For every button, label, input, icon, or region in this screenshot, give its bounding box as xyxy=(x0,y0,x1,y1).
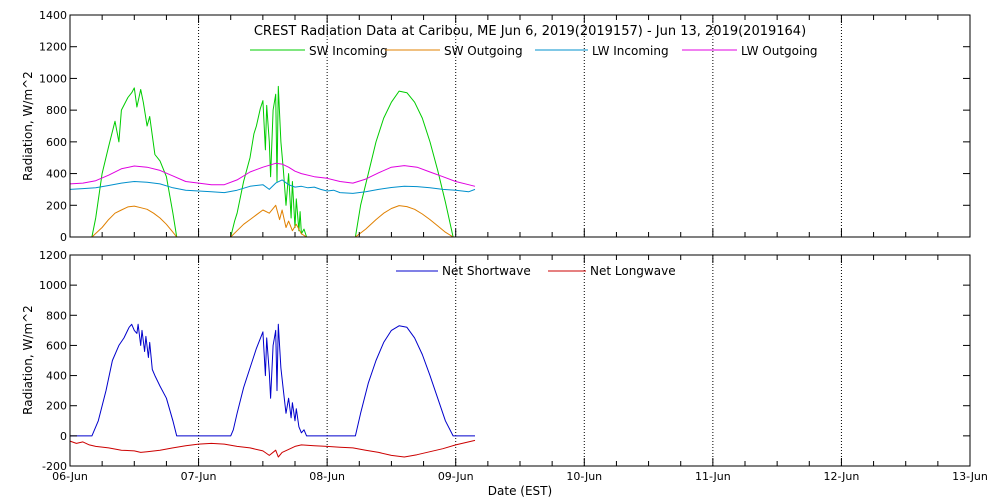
legend-label-net-longwave: Net Longwave xyxy=(590,264,676,278)
top-panel: 0 200 400 600 800 1000 1200 1400 CREST Radiatio… xyxy=(21,9,971,244)
top-ytick-label: 600 xyxy=(46,136,67,149)
top-ytick-label: 800 xyxy=(46,104,67,117)
legend-label-net-shortwave: Net Shortwave xyxy=(442,264,531,278)
top-ticks: 0 200 400 600 800 1000 1200 1400 xyxy=(39,9,971,244)
xtick-label: 10-Jun xyxy=(566,470,602,483)
top-ytick-label: 1200 xyxy=(39,41,67,54)
bottom-ytick-label: 200 xyxy=(46,400,67,413)
chart-title: CREST Radiation Data at Caribou, ME Jun … xyxy=(254,24,806,39)
bottom-series xyxy=(69,323,476,458)
bottom-ytick-label: 800 xyxy=(46,309,67,322)
bottom-ytick-label: -200 xyxy=(42,460,67,473)
top-grid xyxy=(198,15,842,237)
x-axis-label: Date (EST) xyxy=(488,484,552,498)
series-line-lw-outgoing xyxy=(69,162,476,187)
xtick-label: 08-Jun xyxy=(309,470,345,483)
bottom-panel: -200 0 200 400 600 800 1000 1200 06-Jun 07-Jun 08-… xyxy=(21,249,988,498)
bottom-ytick-label: 0 xyxy=(60,430,67,443)
xtick-label: 09-Jun xyxy=(438,470,474,483)
xtick-label: 12-Jun xyxy=(824,470,860,483)
bottom-ytick-label: 1200 xyxy=(39,249,67,262)
bottom-grid xyxy=(198,255,842,466)
series-line-sw-outgoing xyxy=(91,204,454,238)
series-line-net-longwave xyxy=(69,439,476,458)
xtick-label: 11-Jun xyxy=(695,470,731,483)
top-ytick-label: 400 xyxy=(46,168,67,181)
top-ytick-label: 1400 xyxy=(39,9,67,22)
series-line-sw-incoming xyxy=(91,85,454,238)
bottom-y-axis-label: Radiation, W/m^2 xyxy=(21,305,35,415)
bottom-ytick-label: 600 xyxy=(46,339,67,352)
bottom-ytick-label: 1000 xyxy=(39,279,67,292)
legend-label-sw-incoming: SW Incoming xyxy=(309,44,388,58)
xtick-label: 06-Jun xyxy=(52,470,88,483)
top-series xyxy=(69,85,476,238)
series-line-net-shortwave xyxy=(70,323,475,437)
xtick-label: 13-Jun xyxy=(952,470,988,483)
top-y-axis-label: Radiation, W/m^2 xyxy=(21,71,35,181)
top-ytick-label: 200 xyxy=(46,199,67,212)
legend-label-lw-incoming: LW Incoming xyxy=(592,44,669,58)
bottom-ticks: -200 0 200 400 600 800 1000 1200 06-Jun 07-Jun 08-… xyxy=(39,249,988,483)
top-ytick-label: 1000 xyxy=(39,72,67,85)
top-ytick-label: 0 xyxy=(60,231,67,244)
xtick-label: 07-Jun xyxy=(181,470,217,483)
legend-label-sw-outgoing: SW Outgoing xyxy=(444,44,523,58)
bottom-ytick-label: 400 xyxy=(46,370,67,383)
legend-label-lw-outgoing: LW Outgoing xyxy=(741,44,818,58)
series-line-lw-incoming xyxy=(69,179,476,194)
